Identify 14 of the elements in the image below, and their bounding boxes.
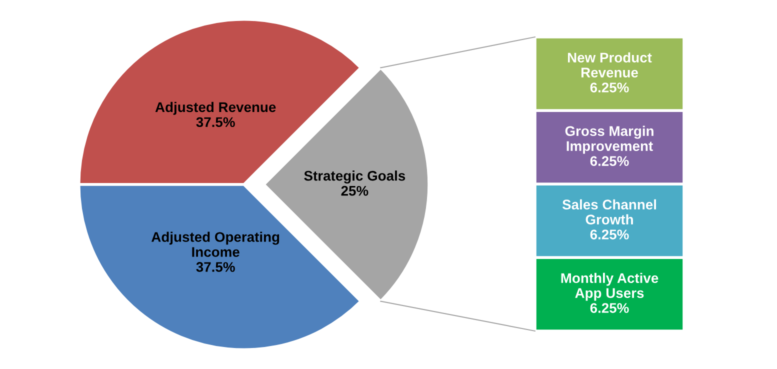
slice-label: Strategic Goals — [304, 170, 406, 184]
series-label: New Product Revenue — [568, 52, 652, 78]
data-label: 6.25% — [590, 82, 629, 92]
data-label: 6.25% — [590, 303, 629, 313]
data-label: 37.5% — [196, 262, 235, 272]
slice-label: Adjusted Operating Income — [151, 232, 280, 257]
data-label: 6.25% — [590, 156, 629, 166]
series-label: Gross Margin Improvement — [565, 126, 654, 154]
data-label: 6.25% — [590, 230, 629, 240]
slice-label: Adjusted Revenue — [155, 102, 276, 115]
series-label: Sales Channel Growth — [562, 199, 656, 224]
series-label: Monthly Active App Users — [561, 272, 658, 301]
data-label: 37.5% — [196, 117, 235, 128]
data-label: 25% — [341, 186, 368, 196]
